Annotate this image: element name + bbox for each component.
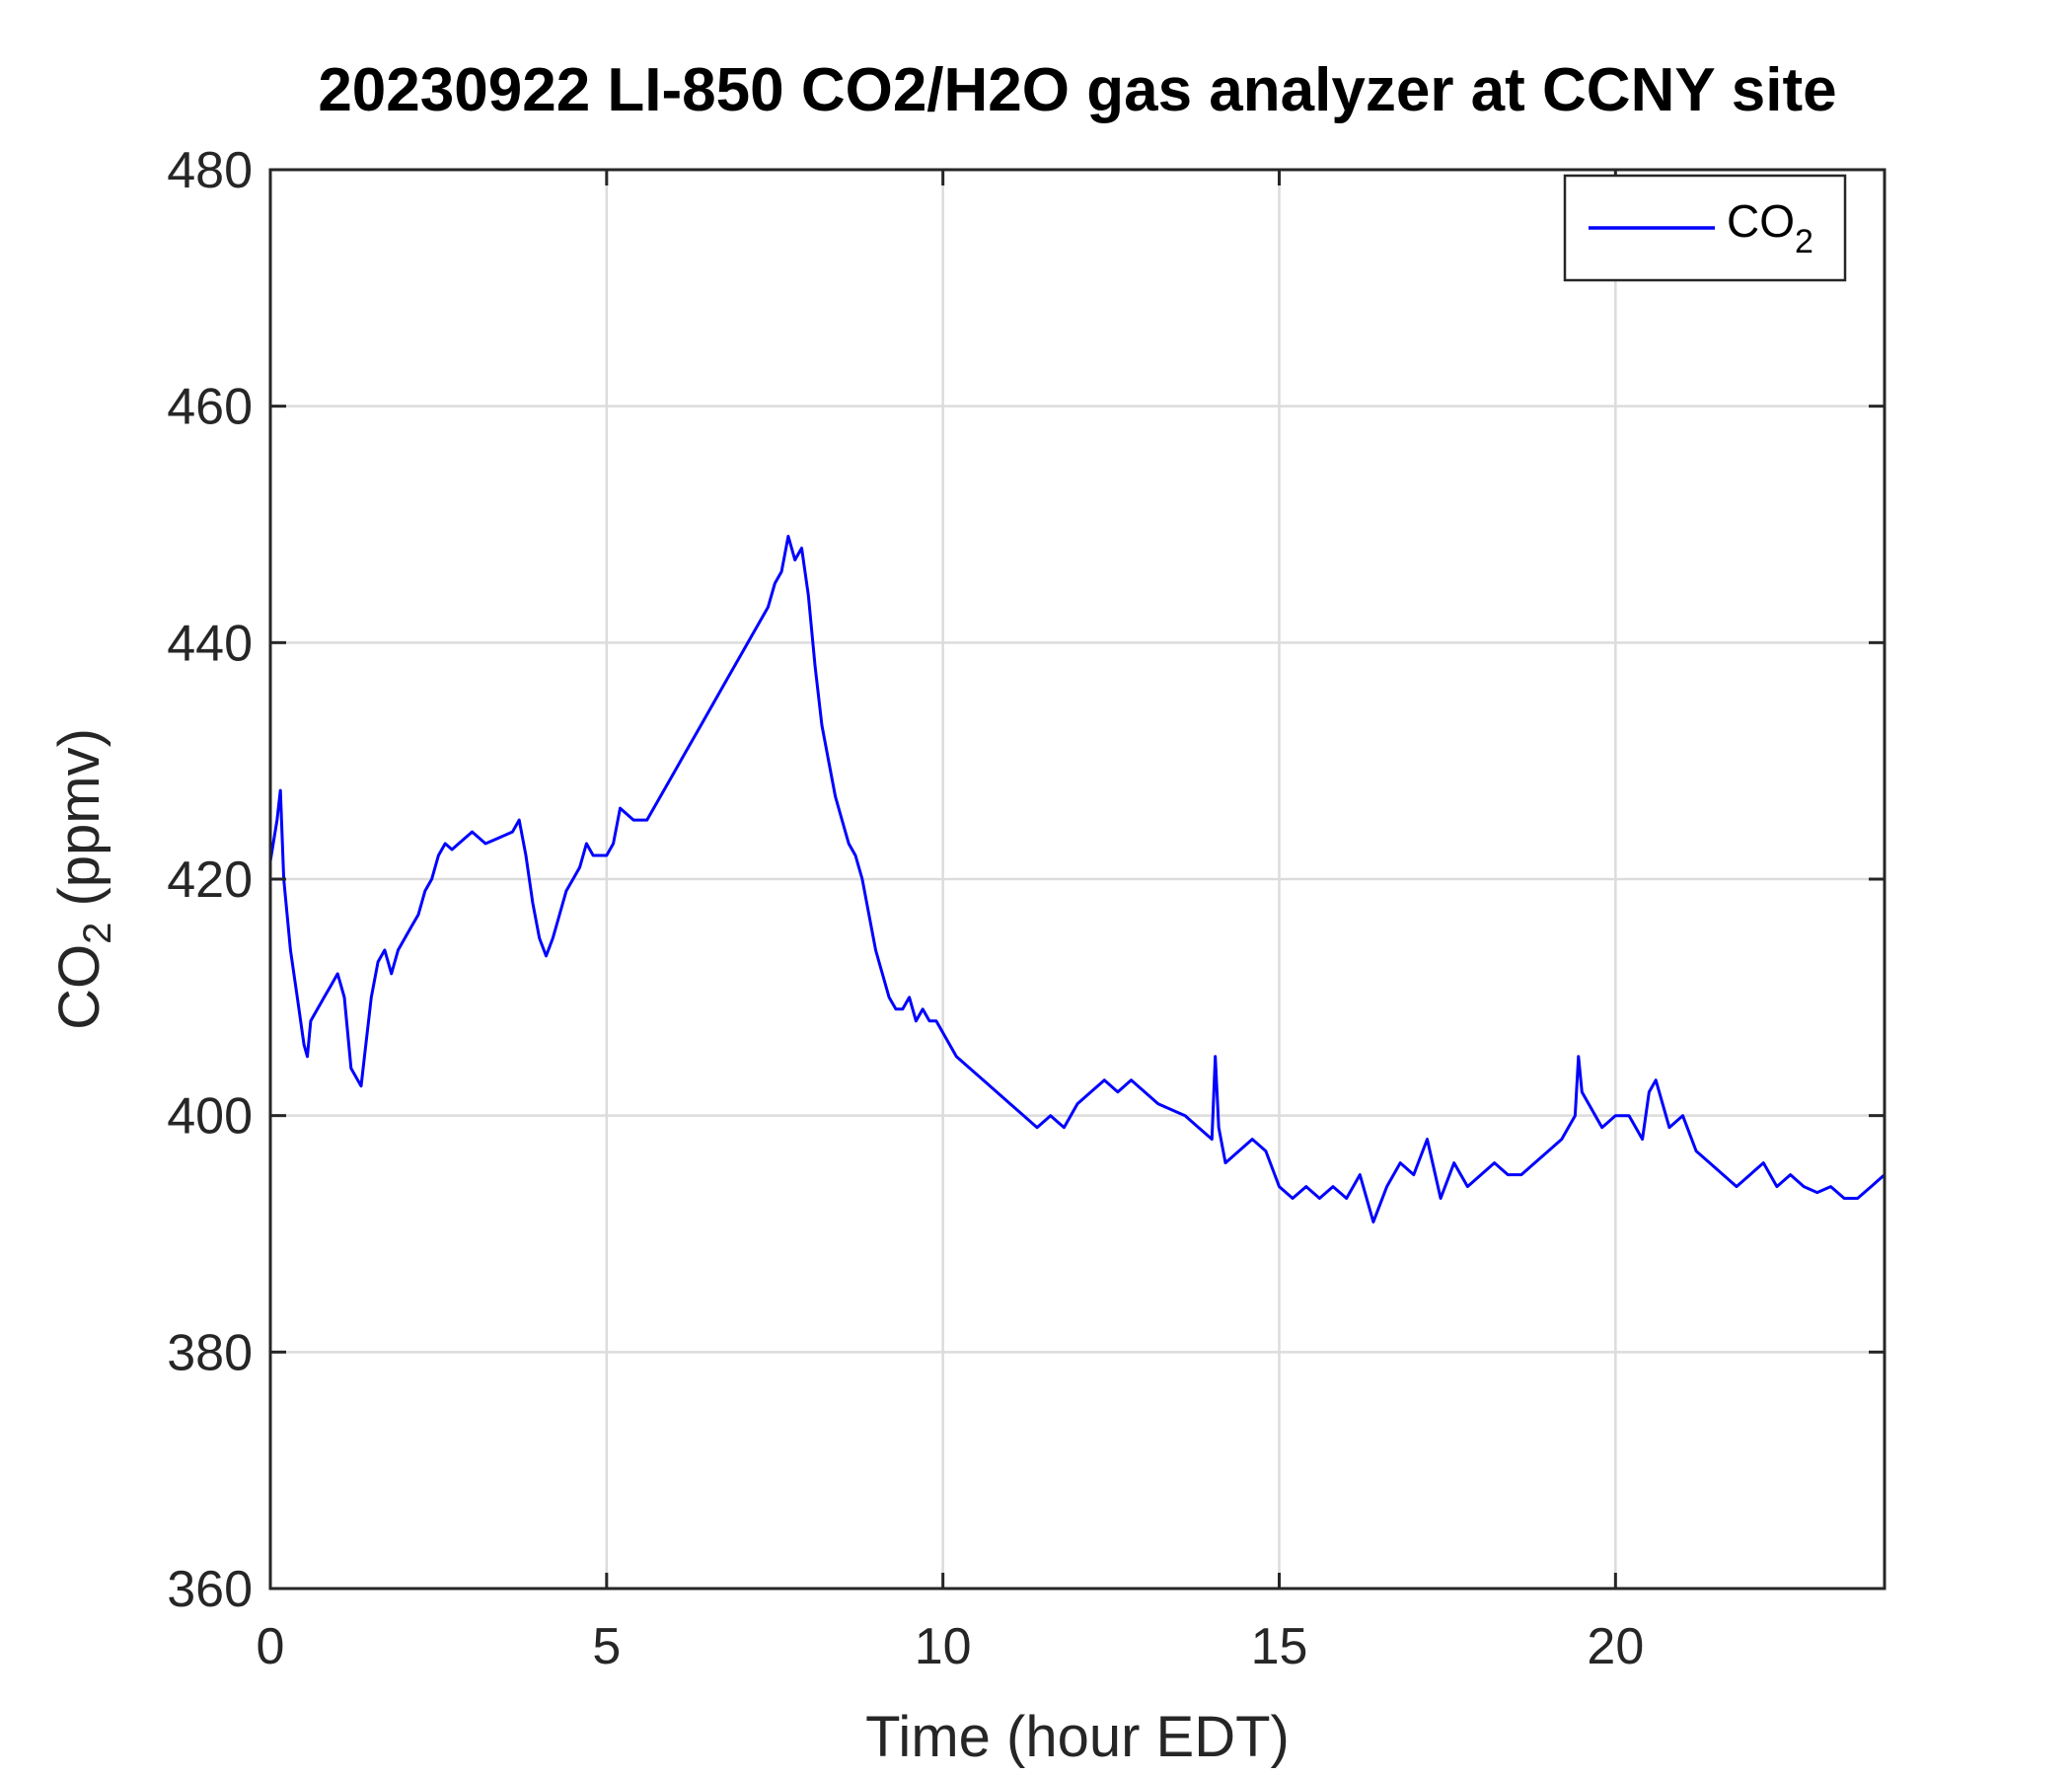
legend-entry-base: CO [1727,195,1795,247]
x-axis-label: Time (hour EDT) [865,1705,1290,1769]
tick-labels: 0 5 10 15 20 360 380 400 420 440 460 480 [167,142,1644,1675]
y-axis-label-base: CO [47,944,111,1030]
y-axis-label-unit: (ppmv) [47,728,111,923]
chart-title: 20230922 LI-850 CO2/H2O gas analyzer at … [318,56,1836,124]
legend-entry-subscript: 2 [1795,223,1813,260]
series-lines [268,535,1886,1223]
y-tick-label: 420 [167,851,253,909]
x-tick-label: 15 [1251,1618,1308,1675]
x-tick-label: 10 [915,1618,972,1675]
axis-ticks [268,168,1885,1591]
y-tick-label: 400 [167,1088,253,1146]
x-tick-label: 5 [592,1618,621,1675]
y-axis-label-subscript: 2 [76,923,119,944]
y-tick-label: 360 [167,1561,253,1618]
x-tick-label: 20 [1587,1618,1644,1675]
legend: CO2 [1563,174,1847,282]
y-tick-label: 480 [167,142,253,199]
grid [270,170,1885,1589]
y-axis-label: CO2 (ppmv) [47,728,119,1030]
y-tick-label: 380 [167,1324,253,1381]
y-tick-label: 460 [167,379,253,436]
legend-entry-co2: CO2 [1727,195,1813,260]
series-line-co2 [268,535,1886,1223]
y-tick-label: 440 [167,615,253,672]
x-tick-label: 0 [257,1618,285,1675]
